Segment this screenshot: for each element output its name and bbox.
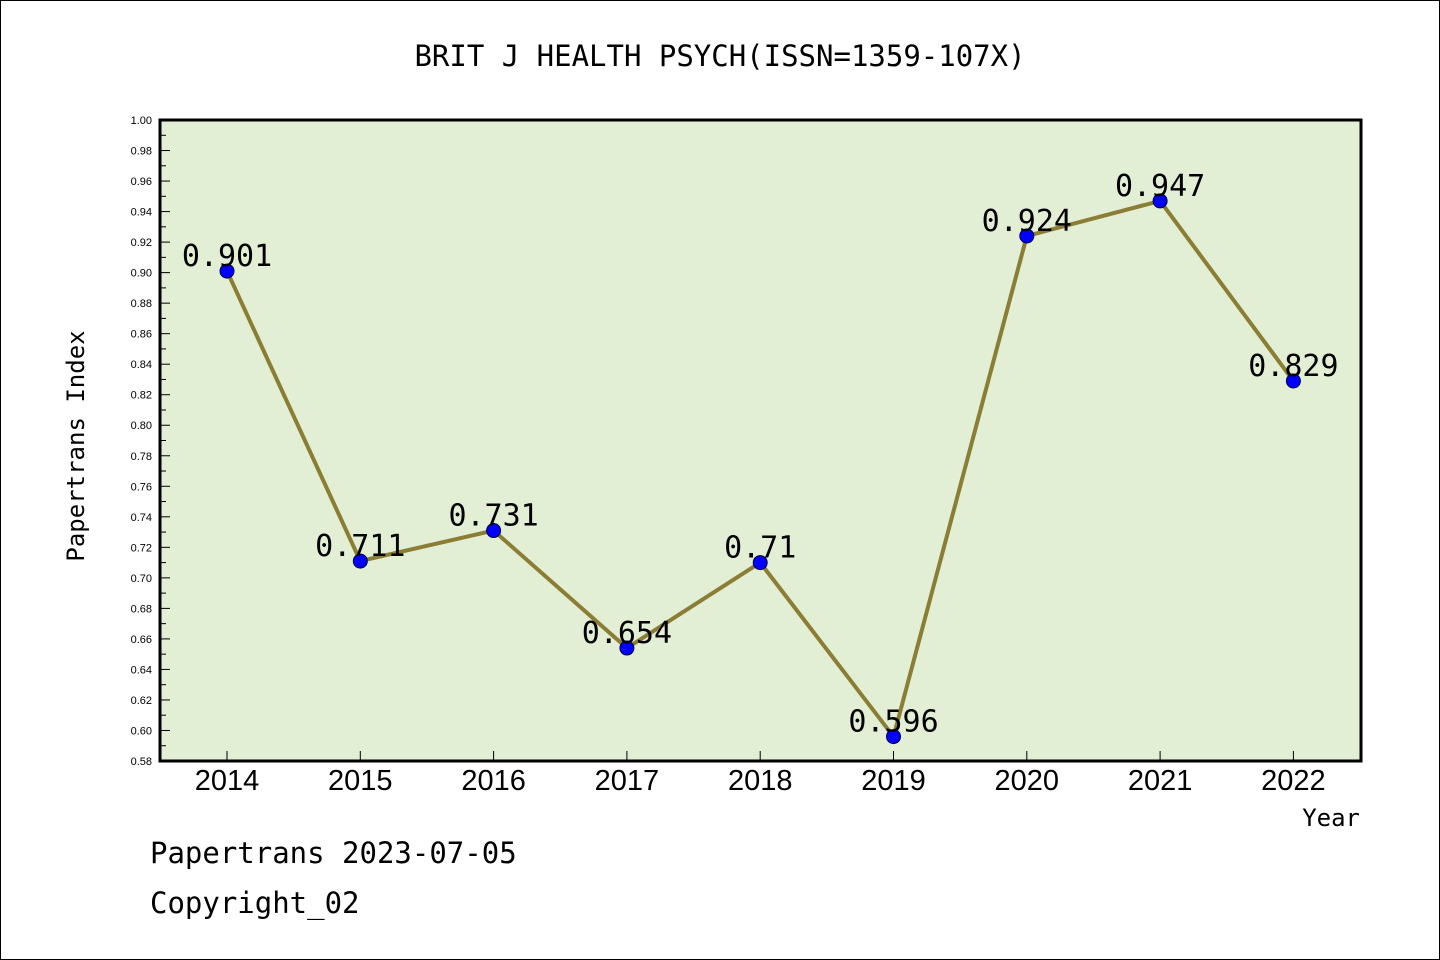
- data-point: [486, 523, 502, 539]
- y-tick-label: 0.72: [131, 542, 152, 554]
- x-tick-label: 2015: [328, 765, 393, 797]
- x-tick-label: 2018: [728, 765, 793, 797]
- x-axis-label: Year: [1302, 804, 1360, 832]
- y-tick-label: 0.94: [131, 207, 152, 219]
- data-label: 0.711: [315, 529, 405, 564]
- y-tick-label: 0.88: [131, 298, 152, 310]
- x-tick-label: 2020: [995, 765, 1060, 797]
- x-tick-label: 2014: [195, 765, 260, 797]
- data-label: 0.71: [724, 531, 796, 566]
- footer-copyright: Copyright_02: [150, 886, 360, 920]
- y-tick-label: 0.62: [131, 695, 152, 707]
- x-tick-label: 2016: [461, 765, 526, 797]
- chart-title: BRIT J HEALTH PSYCH(ISSN=1359-107X): [414, 39, 1025, 73]
- y-tick-label: 1.00: [131, 115, 152, 127]
- y-tick-label: 0.98: [131, 146, 152, 158]
- data-label: 0.829: [1248, 349, 1338, 384]
- x-tick-label: 2019: [861, 765, 926, 797]
- y-axis-label: Papertrans Index: [62, 330, 90, 561]
- markers-group: [219, 193, 1301, 745]
- data-point: [619, 640, 635, 656]
- x-tick-label: 2022: [1261, 765, 1326, 797]
- y-tick-label: 0.74: [131, 512, 152, 524]
- data-label: 0.947: [1115, 169, 1205, 204]
- y-tick-label: 0.82: [131, 390, 152, 402]
- data-label: 0.654: [582, 616, 672, 651]
- data-point: [1019, 228, 1035, 244]
- y-axis: 0.58 0.60 0.62 0.64 0.66 0.68 0.70 0.72 0.74 0.76…: [131, 115, 170, 768]
- data-point: [1152, 193, 1168, 209]
- y-tick-label: 0.70: [131, 573, 152, 585]
- data-labels-group: 0.901 0.711 0.731 0.654 0.71 0.596 0.924 0.947 0…: [182, 169, 1339, 740]
- y-tick-label: 0.80: [131, 420, 152, 432]
- data-label: 0.596: [848, 705, 938, 740]
- y-tick-label: 0.58: [131, 756, 152, 768]
- y-tick-label: 0.78: [131, 451, 152, 463]
- x-tick-label: 2021: [1128, 765, 1193, 797]
- x-axis: 2014 2015 2016 2017 2018 2019 2020 2021 2022: [195, 751, 1326, 797]
- x-tick-label: 2017: [595, 765, 660, 797]
- data-label: 0.731: [448, 499, 538, 534]
- y-tick-label: 0.84: [131, 359, 152, 371]
- data-point: [1285, 373, 1301, 389]
- data-point: [352, 553, 368, 569]
- y-tick-label: 0.92: [131, 237, 152, 249]
- y-tick-label: 0.86: [131, 329, 152, 341]
- y-tick-label: 0.60: [131, 725, 152, 737]
- data-point: [886, 729, 901, 745]
- data-point: [752, 555, 768, 571]
- y-tick-label: 0.66: [131, 634, 152, 646]
- plot-area: [158, 118, 1363, 763]
- data-label: 0.924: [982, 204, 1072, 239]
- y-tick-label: 0.76: [131, 481, 152, 493]
- y-tick-label: 0.96: [131, 176, 152, 188]
- data-label: 0.901: [182, 239, 272, 274]
- y-tick-label: 0.68: [131, 603, 152, 615]
- y-tick-label: 0.90: [131, 268, 152, 280]
- y-tick-label: 0.64: [131, 664, 152, 676]
- footer-date: Papertrans 2023-07-05: [150, 836, 517, 870]
- data-point: [219, 263, 235, 279]
